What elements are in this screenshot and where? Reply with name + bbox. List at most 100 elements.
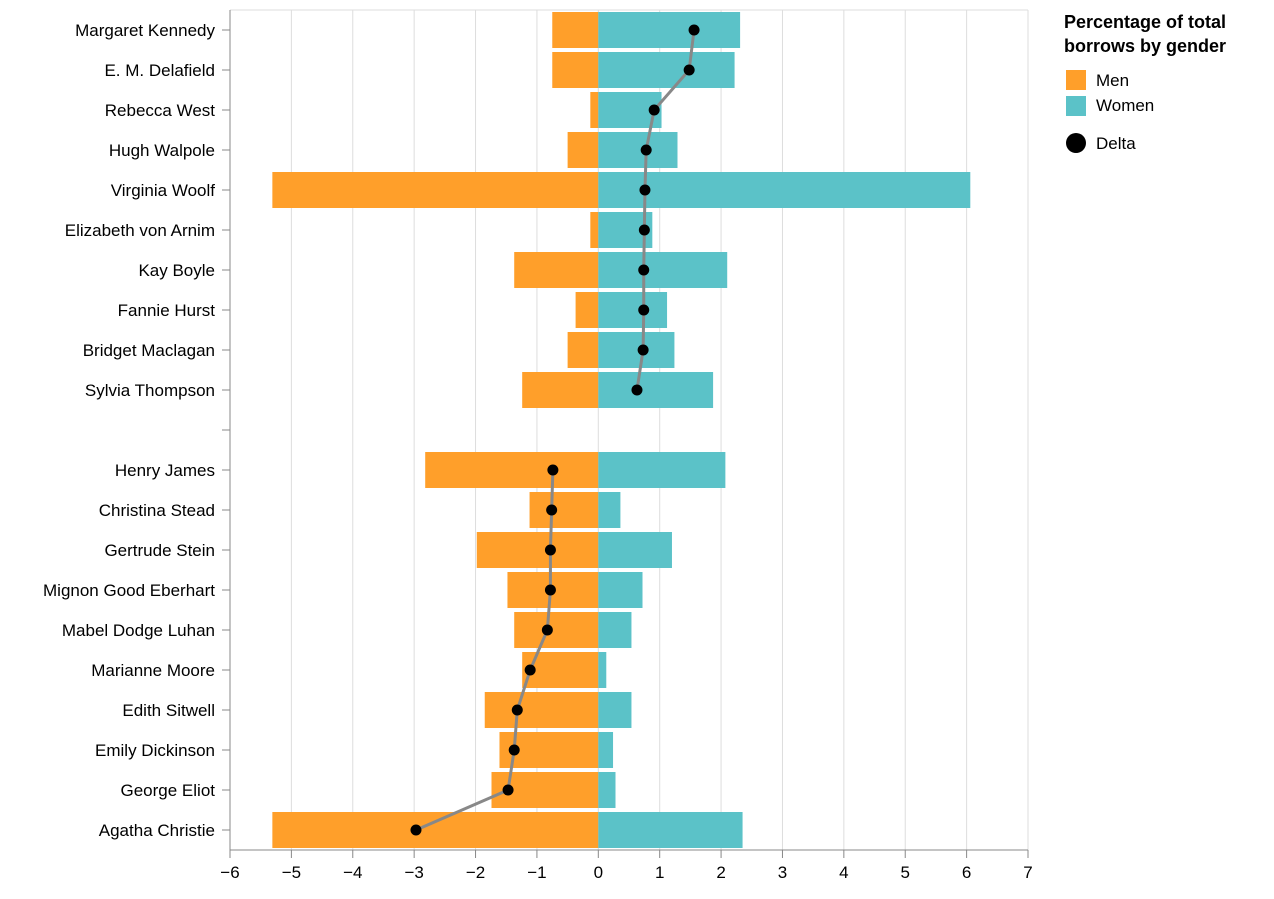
bar-women <box>598 372 714 408</box>
legend: Percentage of total borrows by gender Me… <box>1064 12 1226 153</box>
x-tick-label: 2 <box>716 863 725 882</box>
legend-swatch-women <box>1066 96 1086 116</box>
bar-women <box>598 652 607 688</box>
delta-point <box>638 224 650 236</box>
bar-women <box>598 492 621 528</box>
x-tick-label: 5 <box>900 863 909 882</box>
y-tick-label: Gertrude Stein <box>104 541 215 560</box>
legend-title-line2: borrows by gender <box>1064 36 1226 56</box>
y-tick-label: Virginia Woolf <box>111 181 216 200</box>
bar-women <box>598 452 726 488</box>
delta-point <box>640 144 652 156</box>
bar-men <box>590 212 599 248</box>
delta-point <box>541 624 553 636</box>
bar-women <box>598 772 616 808</box>
bar-women <box>598 532 672 568</box>
y-tick-label: Sylvia Thompson <box>85 381 215 400</box>
bar-men <box>514 612 599 648</box>
x-tick-label: 0 <box>594 863 603 882</box>
y-tick-label: Bridget Maclagan <box>83 341 215 360</box>
delta-line <box>415 469 555 832</box>
y-tick-label: Elizabeth von Arnim <box>65 221 215 240</box>
bar-men <box>552 12 599 48</box>
grid <box>229 9 1029 850</box>
bar-women <box>598 52 735 88</box>
delta-point <box>546 504 558 516</box>
bar-women <box>598 12 741 48</box>
x-tick-label: 7 <box>1023 863 1032 882</box>
bar-men <box>522 372 599 408</box>
delta-point <box>511 704 523 716</box>
x-tick-label: 6 <box>962 863 971 882</box>
y-tick-label: Christina Stead <box>99 501 215 520</box>
y-tick-label: Fannie Hurst <box>118 301 216 320</box>
x-tick-label: −5 <box>282 863 301 882</box>
x-tick-label: 1 <box>655 863 664 882</box>
bar-women <box>598 172 971 208</box>
x-tick-label: −1 <box>527 863 546 882</box>
y-tick-label: Margaret Kennedy <box>75 21 215 40</box>
x-tick-label: −6 <box>220 863 239 882</box>
delta-point <box>544 584 556 596</box>
x-tick-label: 3 <box>778 863 787 882</box>
x-tick-label: 4 <box>839 863 848 882</box>
delta-point <box>544 544 556 556</box>
bar-men <box>590 92 599 128</box>
delta-point <box>631 384 643 396</box>
delta-point <box>524 664 536 676</box>
bar-women <box>598 132 678 168</box>
delta-point <box>502 784 514 796</box>
bar-men <box>272 172 599 208</box>
bar-men <box>575 292 599 328</box>
bar-men <box>514 252 599 288</box>
delta-point <box>683 64 695 76</box>
delta-point <box>547 464 559 476</box>
bar-men <box>552 52 599 88</box>
delta-series <box>410 24 700 836</box>
y-tick-label: Marianne Moore <box>91 661 215 680</box>
bar-men <box>425 452 599 488</box>
bar-men <box>484 692 599 728</box>
bar-women <box>598 692 632 728</box>
bars <box>272 12 971 848</box>
bar-men <box>476 532 599 568</box>
bar-women <box>598 292 668 328</box>
y-tick-label: Henry James <box>115 461 215 480</box>
y-tick-label: Rebecca West <box>105 101 216 120</box>
y-tick-label: Hugh Walpole <box>109 141 215 160</box>
y-tick-label: Kay Boyle <box>138 261 215 280</box>
y-tick-label: Emily Dickinson <box>95 741 215 760</box>
bar-men <box>567 132 599 168</box>
delta-point <box>638 304 650 316</box>
bar-women <box>598 332 675 368</box>
x-tick-label: −2 <box>466 863 485 882</box>
legend-label-men: Men <box>1096 71 1129 90</box>
legend-symbol-delta <box>1066 133 1086 153</box>
y-tick-label: Agatha Christie <box>99 821 215 840</box>
y-tick-label: Edith Sitwell <box>122 701 215 720</box>
legend-swatch-men <box>1066 70 1086 90</box>
delta-point <box>410 824 422 836</box>
bar-women <box>598 812 743 848</box>
delta-point <box>648 104 660 116</box>
delta-point <box>638 264 650 276</box>
x-tick-label: −4 <box>343 863 362 882</box>
axes: Margaret Kennedy E. M. Delafield Rebecca W… <box>43 10 1033 882</box>
delta-point <box>508 744 520 756</box>
delta-point <box>688 24 700 36</box>
legend-label-women: Women <box>1096 96 1154 115</box>
y-tick-label: E. M. Delafield <box>104 61 215 80</box>
x-tick-label: −3 <box>404 863 423 882</box>
delta-point <box>637 344 649 356</box>
bar-men <box>272 812 599 848</box>
y-tick-label: Mabel Dodge Luhan <box>62 621 215 640</box>
delta-line <box>635 29 696 391</box>
y-tick-label: George Eliot <box>121 781 216 800</box>
bar-women <box>598 252 728 288</box>
y-tick-label: Mignon Good Eberhart <box>43 581 215 600</box>
bar-women <box>598 612 632 648</box>
bar-men <box>529 492 599 528</box>
delta-point <box>639 184 651 196</box>
bar-men <box>567 332 599 368</box>
